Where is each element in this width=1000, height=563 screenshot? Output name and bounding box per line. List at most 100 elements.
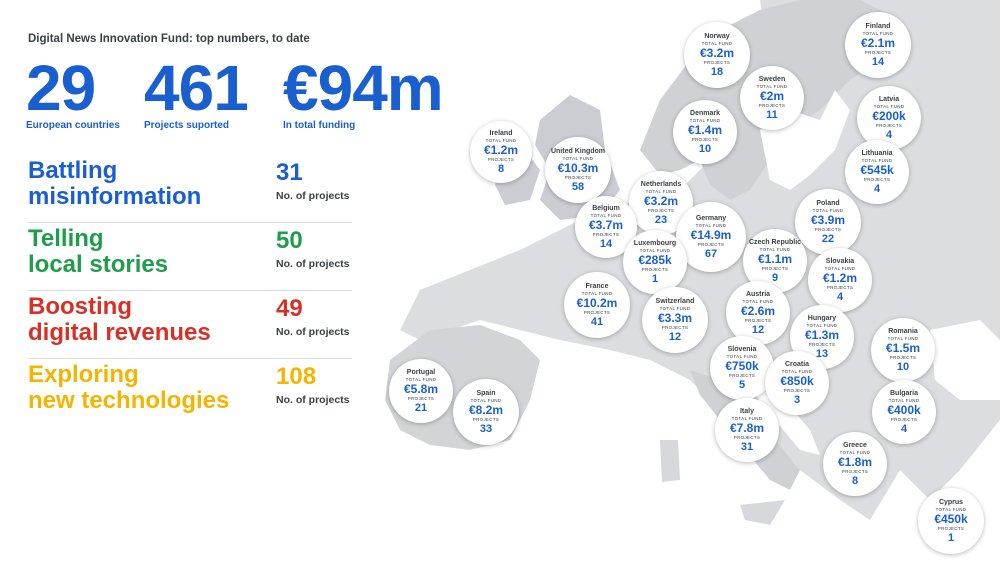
country-fund: €1.2m: [483, 143, 519, 157]
projects-label: PROJECTS: [826, 285, 854, 290]
country-projects: 4: [836, 291, 844, 303]
country-projects: 18: [710, 66, 724, 78]
country-fund: €1.5m: [885, 341, 921, 355]
country-fund: €450k: [934, 512, 968, 526]
country-fund: €1.2m: [822, 271, 858, 285]
stat-value: 29: [26, 52, 96, 124]
country-bubble: Luxembourg TOTAL FUND €285k PROJECTS 1: [623, 230, 687, 294]
total-fund-label: TOTAL FUND: [659, 306, 691, 311]
country-bubble: Spain TOTAL FUND €8.2m PROJECTS 33: [453, 379, 519, 445]
category-count: 49: [276, 295, 303, 322]
total-fund-label: TOTAL FUND: [839, 450, 871, 455]
country-fund: €2m: [759, 89, 785, 103]
country-projects: 4: [873, 183, 881, 195]
country-fund: €2.1m: [860, 36, 896, 50]
category-count: 108: [276, 363, 317, 390]
country-name: Romania: [888, 328, 918, 335]
category-title-line: Telling: [28, 225, 104, 252]
country-bubble: France TOTAL FUND €10.2m PROJECTS 41: [564, 272, 630, 338]
projects-label: PROJECTS: [841, 469, 869, 474]
country-fund: €1.3m: [804, 328, 840, 342]
map-water-adriatic: [750, 380, 820, 455]
total-fund-label: TOTAL FUND: [824, 266, 856, 271]
country-bubble: Portugal TOTAL FUND €5.8m PROJECTS 21: [389, 359, 453, 423]
total-fund-label: TOTAL FUND: [562, 156, 594, 161]
projects-label: PROJECTS: [661, 325, 689, 330]
country-bubble: Italy TOTAL FUND €7.8m PROJECTS 31: [715, 398, 779, 462]
total-fund-label: TOTAL FUND: [873, 104, 905, 109]
country-projects: 14: [871, 56, 885, 68]
projects-label: PROJECTS: [647, 208, 675, 213]
country-projects: 33: [479, 423, 493, 435]
country-projects: 8: [851, 475, 859, 487]
category-count: 50: [276, 227, 303, 254]
country-name: Czech Republic: [748, 239, 802, 246]
country-fund: €10.3m: [557, 161, 599, 175]
projects-label: PROJECTS: [890, 417, 918, 422]
category-title: Telling local stories: [28, 226, 168, 278]
country-bubble: Slovenia TOTAL FUND €750k PROJECTS 5: [710, 336, 774, 400]
projects-label: PROJECTS: [703, 60, 731, 65]
country-bubble: Finland TOTAL FUND €2.1m PROJECTS 14: [845, 12, 911, 78]
country-fund: €5.8m: [403, 382, 439, 396]
total-fund-label: TOTAL FUND: [862, 31, 894, 36]
category-title: Boosting digital revenues: [28, 294, 211, 346]
category-title-line: Battling: [28, 157, 118, 184]
country-projects: 13: [815, 348, 829, 360]
map-land-sicily: [740, 500, 785, 525]
country-bubble: Ireland TOTAL FUND €1.2m PROJECTS 8: [470, 121, 532, 183]
country-projects: 1: [651, 273, 659, 285]
total-fund-label: TOTAL FUND: [756, 84, 788, 89]
country-fund: €14.9m: [690, 228, 732, 242]
category-row: Telling local stories 50 No. of projects: [28, 222, 352, 291]
country-fund: €850k: [780, 374, 814, 388]
category-sublabel: No. of projects: [276, 394, 350, 406]
stat-label: In total funding: [283, 120, 356, 131]
country-name: France: [585, 283, 609, 290]
country-projects: 3: [793, 394, 801, 406]
country-projects: 14: [599, 238, 613, 250]
category-row: Battling misinformation 31 No. of projects: [28, 154, 352, 223]
country-bubble: Slovakia TOTAL FUND €1.2m PROJECTS 4: [808, 248, 872, 312]
projects-label: PROJECTS: [875, 123, 903, 128]
projects-label: PROJECTS: [889, 355, 917, 360]
country-projects: 67: [704, 248, 718, 260]
country-name: Slovakia: [825, 258, 855, 265]
country-name: Bulgaria: [889, 390, 918, 397]
country-name: Italy: [739, 408, 754, 415]
country-fund: €1.4m: [687, 123, 723, 137]
country-fund: €3.2m: [643, 194, 679, 208]
projects-label: PROJECTS: [814, 227, 842, 232]
country-bubble: Denmark TOTAL FUND €1.4m PROJECTS 10: [673, 100, 737, 164]
country-name: Finland: [865, 23, 891, 30]
country-projects: 8: [497, 163, 505, 175]
total-fund-label: TOTAL FUND: [888, 398, 920, 403]
category-count: 31: [276, 159, 303, 186]
projects-label: PROJECTS: [808, 342, 836, 347]
total-fund-label: TOTAL FUND: [581, 291, 613, 296]
total-fund-label: TOTAL FUND: [405, 377, 437, 382]
total-fund-label: TOTAL FUND: [781, 369, 813, 374]
country-fund: €7.8m: [729, 421, 765, 435]
country-fund: €3.3m: [657, 311, 693, 325]
projects-label: PROJECTS: [733, 435, 761, 440]
country-bubble: Romania TOTAL FUND €1.5m PROJECTS 10: [871, 318, 935, 382]
country-bubble: Switzerland TOTAL FUND €3.3m PROJECTS 12: [642, 287, 708, 353]
country-fund: €3.7m: [588, 218, 624, 232]
country-bubble: Latvia TOTAL FUND €200k PROJECTS 4: [857, 86, 921, 150]
country-bubble: Lithuania TOTAL FUND €545k PROJECTS 4: [845, 140, 909, 204]
total-fund-label: TOTAL FUND: [726, 354, 758, 359]
stat-value: €94m: [283, 52, 444, 124]
stat-label: European countries: [26, 120, 120, 131]
total-fund-label: TOTAL FUND: [887, 336, 919, 341]
projects-label: PROJECTS: [697, 242, 725, 247]
total-fund-label: TOTAL FUND: [759, 247, 791, 252]
country-name: Croatia: [784, 361, 810, 368]
country-name: Poland: [816, 200, 840, 207]
total-fund-label: TOTAL FUND: [695, 223, 727, 228]
country-projects: 10: [698, 143, 712, 155]
country-projects: 41: [590, 316, 604, 328]
country-fund: €8.2m: [468, 403, 504, 417]
total-fund-label: TOTAL FUND: [935, 507, 967, 512]
country-bubble: Poland TOTAL FUND €3.9m PROJECTS 22: [795, 189, 861, 255]
